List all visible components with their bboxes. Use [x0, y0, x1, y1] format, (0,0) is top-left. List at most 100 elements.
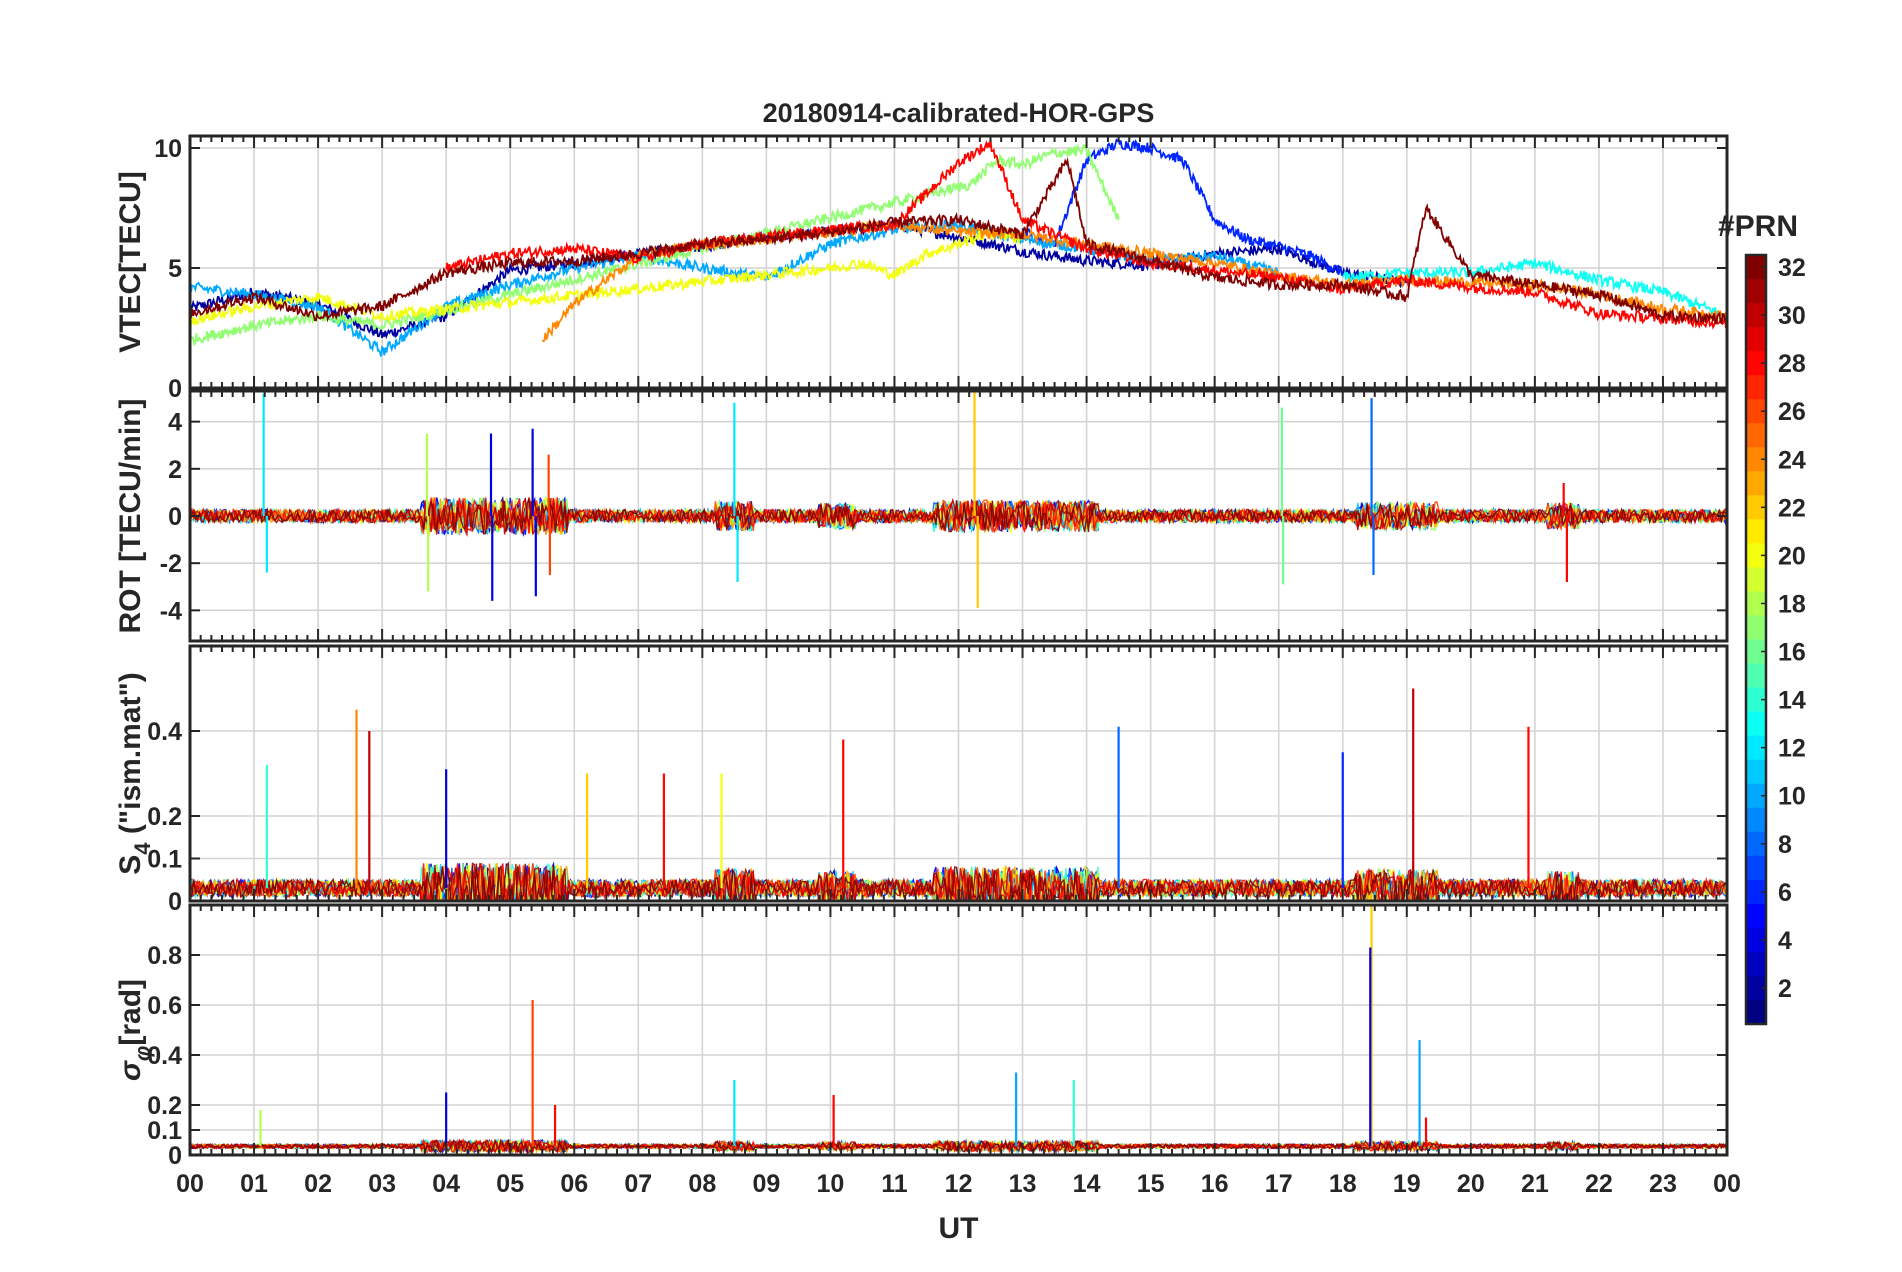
- x-axis-label: UT: [939, 1212, 979, 1245]
- colorbar-swatch: [1746, 735, 1766, 761]
- vtec-series-line-prn-6: [1021, 137, 1344, 277]
- x-tick-label: 17: [1265, 1170, 1293, 1198]
- x-tick-label: 14: [1073, 1170, 1101, 1198]
- colorbar-tick-label: 32: [1778, 254, 1806, 282]
- colorbar-swatch: [1746, 327, 1766, 352]
- x-tick-label: 00: [176, 1170, 204, 1198]
- x-tick-label: 19: [1393, 1170, 1421, 1198]
- x-tick-label: 10: [817, 1170, 845, 1198]
- x-tick-label: 16: [1201, 1170, 1229, 1198]
- noise-series-group: [190, 391, 1727, 608]
- colorbar-swatch: [1746, 855, 1766, 881]
- colorbar-tick-label: 12: [1778, 735, 1806, 763]
- colorbar-tick-label: 24: [1778, 446, 1806, 474]
- colorbar-tick-label: 22: [1778, 494, 1806, 522]
- x-tick-label: 02: [304, 1170, 332, 1198]
- y-tick-label: 0.6: [147, 992, 182, 1020]
- colorbar-frame: [1744, 253, 1768, 1026]
- x-tick-label: 20: [1457, 1170, 1485, 1198]
- colorbar-swatch: [1746, 975, 1766, 1001]
- x-tick-label: 05: [496, 1170, 524, 1198]
- x-tick-label: 13: [1009, 1170, 1037, 1198]
- vtec-series-group: [190, 137, 1727, 357]
- y-tick-label: 0: [168, 1142, 182, 1170]
- x-tick-label: 12: [945, 1170, 973, 1198]
- colorbar-tick-label: 14: [1778, 687, 1806, 715]
- colorbar-swatch: [1746, 567, 1766, 593]
- colorbar-swatch: [1746, 519, 1766, 544]
- colorbar-tick-label: 8: [1778, 831, 1792, 859]
- colorbar-swatch: [1746, 423, 1766, 448]
- y-tick-label: -2: [160, 550, 182, 578]
- colorbar-swatch: [1746, 471, 1766, 496]
- y-tick-label: -4: [160, 597, 182, 625]
- x-tick-label: 22: [1585, 1170, 1613, 1198]
- colorbar-swatch: [1746, 303, 1766, 328]
- colorbar-tick-label: 6: [1778, 879, 1792, 907]
- x-tick-label: 08: [688, 1170, 716, 1198]
- colorbar-tick-label: 4: [1778, 927, 1792, 955]
- x-tick-label: 07: [624, 1170, 652, 1198]
- x-tick-label: 06: [560, 1170, 588, 1198]
- y-tick-label: 0: [168, 888, 182, 916]
- y-axis-label: ROT [TECU/min]: [114, 399, 147, 634]
- x-tick-label: 03: [368, 1170, 396, 1198]
- colorbar-swatch: [1746, 615, 1766, 641]
- colorbar-swatch: [1746, 927, 1766, 953]
- x-tick-label: 21: [1521, 1170, 1549, 1198]
- colorbar-tick-label: 16: [1778, 639, 1806, 667]
- x-tick-label: 00: [1713, 1170, 1741, 1198]
- y-tick-label: 0: [168, 503, 182, 531]
- noise-series-line-prn-28: [190, 497, 1727, 534]
- y-tick-label: 0.4: [147, 718, 182, 746]
- colorbar-swatch: [1746, 543, 1766, 569]
- colorbar-swatch: [1746, 687, 1766, 713]
- vtec-series-line-prn-32: [190, 157, 1727, 325]
- colorbar-swatch: [1746, 591, 1766, 617]
- y-tick-label: 0.8: [147, 942, 182, 970]
- colorbar-swatch: [1746, 639, 1766, 665]
- x-tick-label: 11: [881, 1170, 908, 1198]
- x-tick-label: 09: [752, 1170, 780, 1198]
- y-tick-label: 2: [168, 456, 182, 484]
- colorbar-tick-label: 2: [1778, 975, 1792, 1003]
- y-tick-label: 0: [168, 375, 182, 403]
- noise-series-line-prn-23: [190, 497, 1727, 537]
- y-tick-label: 0.2: [147, 803, 182, 831]
- colorbar-swatch: [1746, 255, 1766, 280]
- x-tick-label: 23: [1649, 1170, 1677, 1198]
- colorbar-swatch: [1746, 783, 1766, 809]
- y-tick-label: 0.1: [147, 846, 182, 874]
- colorbar-tick-label: 10: [1778, 783, 1806, 811]
- x-tick-label: 04: [432, 1170, 460, 1198]
- colorbar-swatch: [1746, 495, 1766, 520]
- noise-series-line-prn-32: [190, 498, 1727, 535]
- colorbar-swatch: [1746, 951, 1766, 977]
- vtec-series-line-prn-28: [445, 138, 1727, 330]
- colorbar-swatch: [1746, 663, 1766, 689]
- colorbar-tick-label: 26: [1778, 398, 1806, 426]
- colorbar-swatch: [1746, 831, 1766, 857]
- y-tick-label: 0.1: [147, 1117, 182, 1145]
- colorbar-tick-label: 18: [1778, 590, 1806, 618]
- y-tick-label: 4: [168, 409, 182, 437]
- y-axis-label: S4 ("ism.mat"): [114, 672, 155, 874]
- chart-title: 20180914-calibrated-HOR-GPS: [763, 98, 1155, 128]
- colorbar-tick-label: 30: [1778, 302, 1806, 330]
- colorbar-swatch: [1746, 279, 1766, 304]
- y-tick-label: 0.2: [147, 1092, 182, 1120]
- y-tick-label: 5: [168, 255, 182, 283]
- x-tick-label: 15: [1137, 1170, 1165, 1198]
- colorbar-swatch: [1746, 879, 1766, 905]
- y-tick-label: 10: [154, 135, 182, 163]
- x-tick-label: 01: [240, 1170, 268, 1198]
- colorbar-swatch: [1746, 711, 1766, 737]
- y-axis-label: VTEC[TECU]: [114, 171, 147, 353]
- colorbar-swatch: [1746, 807, 1766, 833]
- colorbar-swatch: [1746, 399, 1766, 424]
- y-axis-label: σφ[rad]: [114, 979, 155, 1081]
- colorbar-tick-label: 28: [1778, 350, 1806, 378]
- vtec-series-line-prn-20: [190, 226, 1023, 327]
- colorbar-title: #PRN: [1718, 210, 1798, 243]
